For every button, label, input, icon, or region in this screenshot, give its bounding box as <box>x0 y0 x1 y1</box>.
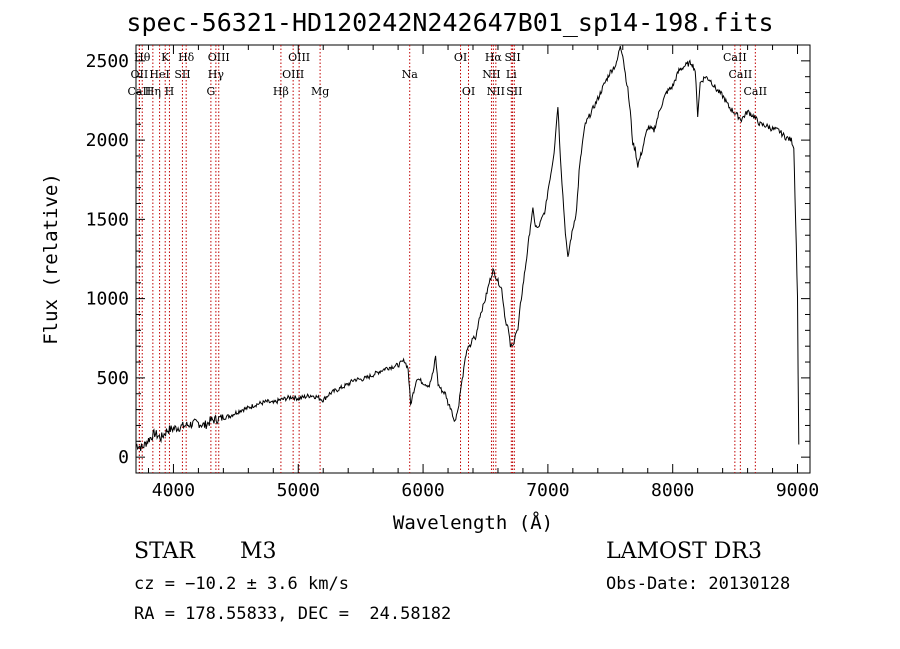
spectral-line-label: SII <box>174 68 190 81</box>
spectral-line-label: OIII <box>208 51 230 64</box>
y-axis-ticks: 0 500 1000 1500 2000 2500 <box>86 44 810 474</box>
y-tick-label: 1500 <box>86 209 129 230</box>
y-axis-label: Flux (relative) <box>40 173 62 345</box>
y-tick-label: 1000 <box>86 289 129 310</box>
x-tick-label: 4000 <box>152 480 195 501</box>
spectral-line-label: G <box>206 85 215 98</box>
spectral-line-label: HeI <box>149 68 169 81</box>
redshift-velocity: cz = −10.2 ± 3.6 km/s <box>134 574 349 594</box>
chart-title: spec-56321-HD120242N242647B01_sp14-198.f… <box>126 8 774 37</box>
spectral-line-label: Hθ <box>134 51 151 64</box>
plot-frame <box>135 44 811 474</box>
spectral-line-markers <box>138 45 756 473</box>
coordinates: RA = 178.55833, DEC = 24.58182 <box>134 604 452 624</box>
x-tick-label: 5000 <box>277 480 320 501</box>
spectral-line-label: Hδ <box>178 51 195 64</box>
x-axis-ticks: 4000 5000 6000 7000 8000 9000 <box>147 45 819 501</box>
spectral-line-labels: HθOIICaIIHηHeIKHSIIHδGHγOIIIHβOIIIOIIIMg… <box>128 51 768 98</box>
y-tick-label: 500 <box>96 368 129 389</box>
spectral-line-label: SII <box>504 51 520 64</box>
y-tick-label: 0 <box>118 447 129 468</box>
spectral-line-label: Hβ <box>273 85 289 98</box>
x-tick-label: 7000 <box>526 480 569 501</box>
spectral-line-label: Na <box>402 68 419 81</box>
object-class: STAR <box>134 539 195 564</box>
x-axis-label: Wavelength (Å) <box>393 511 553 534</box>
spectral-line-label: OIII <box>282 68 304 81</box>
spectral-line-label: Li <box>506 68 517 81</box>
y-tick-label: 2000 <box>86 130 129 151</box>
observation-date: Obs-Date: 20130128 <box>606 574 791 594</box>
spectral-line-label: OI <box>462 85 475 98</box>
spectral-line-label: CaII <box>128 85 152 98</box>
x-tick-label: 6000 <box>401 480 444 501</box>
object-subclass: M3 <box>240 539 277 564</box>
spectral-line-label: Mg <box>311 85 329 98</box>
spectral-line-label: OI <box>454 51 467 64</box>
spectral-line-label: SII <box>506 85 522 98</box>
spectral-line-label: OII <box>131 68 149 81</box>
spectral-line-label: CaII <box>723 51 747 64</box>
spectral-line-label: Hγ <box>208 68 225 81</box>
spectral-line-label: NII <box>482 68 500 81</box>
spectrum-line <box>135 45 800 451</box>
spectral-line-label: H <box>165 85 175 98</box>
spectral-line-label: Hη <box>145 85 161 98</box>
spectral-line-label: CaII <box>729 68 753 81</box>
x-tick-label: 8000 <box>651 480 694 501</box>
spectral-line-label: Hα <box>485 51 503 64</box>
spectral-line-label: K <box>161 51 170 64</box>
x-tick-label: 9000 <box>776 480 819 501</box>
spectral-line-label: CaII <box>743 85 767 98</box>
spectral-line-label: OIII <box>288 51 310 64</box>
survey-name: LAMOST DR3 <box>606 539 762 564</box>
y-tick-label: 2500 <box>86 51 129 72</box>
spectral-line-label: NII <box>487 85 505 98</box>
